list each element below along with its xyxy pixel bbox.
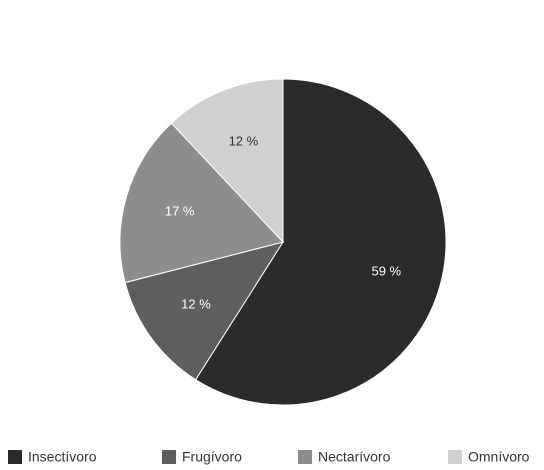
data-label: 17 %: [165, 203, 195, 218]
legend-swatch: [298, 450, 312, 464]
legend-swatch: [448, 450, 462, 464]
legend-label: Insectívoro: [28, 449, 97, 465]
data-label: 12 %: [229, 133, 259, 148]
pie-slice: [170, 78, 284, 244]
data-label: 12 %: [181, 297, 211, 312]
legend-label: Omnívoro: [468, 449, 530, 465]
pie-slice: [119, 122, 284, 284]
data-label: 59 %: [371, 263, 401, 278]
pie-slice: [124, 241, 285, 381]
pie-slice: [194, 78, 447, 406]
legend-swatch: [162, 450, 176, 464]
legend-label: Frugívoro: [182, 449, 242, 465]
legend-label: Nectarívoro: [318, 449, 391, 465]
legend-swatch: [8, 450, 22, 464]
